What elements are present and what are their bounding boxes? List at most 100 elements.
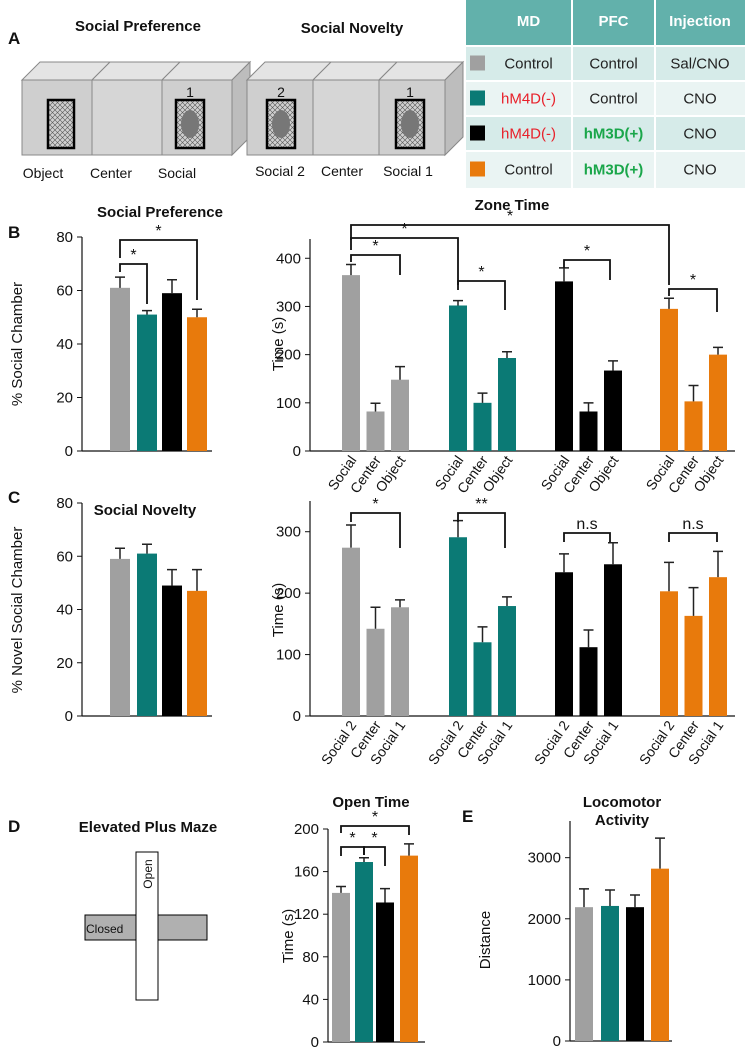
significance-label: * bbox=[478, 264, 484, 281]
bar bbox=[579, 411, 598, 451]
error-bar bbox=[477, 392, 488, 403]
significance-label: * bbox=[372, 809, 378, 826]
table-header: PFC bbox=[599, 13, 629, 30]
panel-label: D bbox=[8, 817, 20, 836]
y-tick-label: 120 bbox=[294, 906, 319, 923]
table-cell: Sal/CNO bbox=[670, 56, 729, 73]
y-tick-label: 160 bbox=[294, 864, 319, 881]
y-tick-label: 0 bbox=[311, 1034, 319, 1050]
table-header: MD bbox=[517, 13, 540, 30]
table-cell: hM3D(+) bbox=[584, 162, 644, 179]
error-bar bbox=[167, 279, 177, 294]
error-bar bbox=[583, 402, 594, 412]
significance-bracket bbox=[563, 532, 611, 542]
bar bbox=[601, 905, 619, 1041]
y-tick-label: 40 bbox=[302, 991, 319, 1008]
open-label: Open bbox=[141, 859, 155, 888]
error-bar bbox=[167, 568, 177, 586]
y-tick-label: 40 bbox=[56, 336, 73, 353]
y-tick-label: 0 bbox=[553, 1033, 561, 1050]
y-tick-label: 2000 bbox=[528, 911, 561, 928]
chamber-label: Social bbox=[158, 165, 196, 181]
bar bbox=[709, 354, 727, 451]
bar bbox=[332, 892, 350, 1042]
y-tick-label: 60 bbox=[56, 548, 73, 565]
y-axis-label: % Social Chamber bbox=[9, 282, 26, 406]
chart-title: Social Preference bbox=[97, 204, 223, 221]
panel-label: C bbox=[8, 488, 20, 507]
bar bbox=[187, 317, 207, 451]
error-bar bbox=[502, 350, 512, 359]
legend-swatch bbox=[470, 161, 485, 177]
y-tick-label: 80 bbox=[56, 495, 73, 512]
error-bar bbox=[395, 599, 405, 608]
chamber-number: 1 bbox=[186, 84, 194, 100]
y-tick-label: 100 bbox=[276, 395, 301, 412]
significance-label: * bbox=[584, 243, 590, 260]
error-bar bbox=[142, 543, 152, 554]
table-cell: Control bbox=[589, 56, 637, 73]
bar bbox=[137, 553, 157, 716]
significance-label: * bbox=[507, 208, 513, 225]
table-cell: CNO bbox=[683, 126, 716, 143]
table-row-bg bbox=[466, 46, 745, 81]
chart-title: Locomotor Activity bbox=[582, 794, 662, 829]
chamber-diagram bbox=[245, 60, 465, 157]
chart: 0 20 40 60 80 Social Novelty % Novel Social Ch… bbox=[9, 495, 212, 725]
error-bar bbox=[605, 889, 615, 906]
error-bar bbox=[608, 360, 618, 371]
bar bbox=[684, 615, 703, 716]
table-cell: hM4D(-) bbox=[501, 126, 556, 143]
y-tick-label: 400 bbox=[276, 250, 301, 267]
error-bar bbox=[192, 568, 202, 591]
significance-bracket bbox=[563, 259, 611, 280]
chart: 0 40 80 120 160 200 Open Time Time (s) * * * bbox=[280, 794, 425, 1050]
error-bar bbox=[713, 346, 723, 355]
bar bbox=[555, 572, 573, 716]
significance-label: * bbox=[155, 223, 161, 240]
chamber-label: Center bbox=[90, 165, 132, 181]
bar bbox=[342, 275, 360, 451]
y-tick-label: 0 bbox=[65, 708, 73, 725]
bar bbox=[473, 642, 492, 716]
error-bar bbox=[664, 561, 674, 592]
bar bbox=[449, 537, 467, 716]
significance-label: * bbox=[690, 272, 696, 289]
table-cell: CNO bbox=[683, 162, 716, 179]
error-bar bbox=[346, 263, 356, 276]
significance-bracket bbox=[119, 239, 198, 300]
legend-swatch bbox=[470, 55, 485, 71]
error-bar bbox=[688, 586, 699, 616]
error-bar bbox=[655, 837, 665, 869]
significance-bracket bbox=[340, 846, 365, 856]
error-bar bbox=[192, 308, 202, 318]
significance-bracket bbox=[340, 825, 410, 835]
error-bar bbox=[404, 843, 414, 856]
maze-center bbox=[136, 915, 158, 940]
y-tick-label: 200 bbox=[276, 347, 301, 364]
y-tick-label: 0 bbox=[293, 443, 301, 460]
error-bar bbox=[370, 606, 381, 629]
significance-label: * bbox=[372, 238, 378, 255]
y-tick-label: 3000 bbox=[528, 850, 561, 867]
error-bar bbox=[453, 299, 463, 306]
chamber-label: Center bbox=[321, 163, 363, 179]
error-bar bbox=[579, 888, 589, 908]
y-tick-label: 80 bbox=[56, 229, 73, 246]
bar bbox=[366, 411, 385, 451]
chamber-label: Social 2 bbox=[255, 163, 305, 179]
bar bbox=[604, 370, 622, 451]
chamber-label: Object bbox=[23, 165, 64, 181]
panel-label: E bbox=[462, 807, 473, 826]
bar bbox=[376, 902, 394, 1042]
table-cell: Control bbox=[589, 91, 637, 108]
bar bbox=[473, 402, 492, 451]
significance-bracket bbox=[119, 263, 148, 304]
table-row-bg bbox=[466, 81, 745, 116]
y-tick-label: 200 bbox=[294, 821, 319, 838]
panel-labels: A B C D E bbox=[8, 29, 473, 836]
bar bbox=[355, 862, 373, 1042]
closed-label: Closed bbox=[86, 922, 123, 936]
